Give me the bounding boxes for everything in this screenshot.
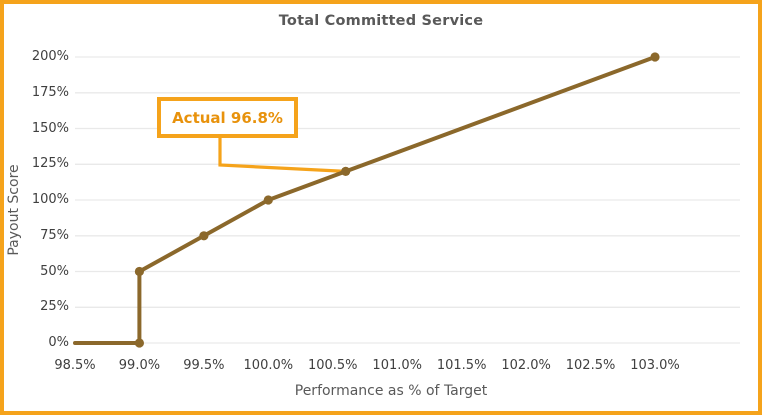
data-point-marker	[650, 52, 660, 62]
annotation-connector	[218, 136, 346, 173]
data-point-marker	[263, 195, 273, 205]
data-point-marker	[134, 338, 144, 348]
data-point-marker	[199, 231, 209, 241]
data-point-marker	[341, 166, 351, 176]
y-axis-title: Payout Score	[6, 164, 22, 256]
x-axis-title: Performance as % of Target	[294, 383, 488, 399]
chart-title: Total Committed Service	[278, 13, 484, 29]
data-point-marker	[134, 266, 144, 277]
annotation-callout: Actual 96.8%	[157, 97, 298, 138]
